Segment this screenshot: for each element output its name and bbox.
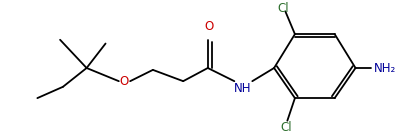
Text: NH₂: NH₂ [373,61,396,75]
Text: Cl: Cl [278,2,289,15]
Text: Cl: Cl [281,121,292,134]
Text: NH: NH [234,82,252,95]
Text: O: O [120,75,129,88]
Text: O: O [204,20,213,33]
